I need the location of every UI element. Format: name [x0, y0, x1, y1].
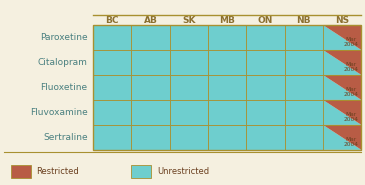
- Text: Paroxetine: Paroxetine: [40, 33, 88, 42]
- Bar: [246, 50, 285, 75]
- Polygon shape: [323, 100, 361, 125]
- Text: Fluvoxamine: Fluvoxamine: [30, 108, 88, 117]
- Text: ON: ON: [258, 16, 273, 25]
- Bar: [208, 125, 246, 150]
- Bar: [131, 125, 170, 150]
- Bar: [93, 100, 131, 125]
- Bar: [11, 165, 31, 178]
- Text: NB: NB: [297, 16, 311, 25]
- Bar: [93, 125, 131, 150]
- Bar: [208, 75, 246, 100]
- Bar: [93, 25, 131, 50]
- Text: NS: NS: [335, 16, 349, 25]
- Bar: [208, 50, 246, 75]
- Polygon shape: [323, 25, 361, 50]
- Text: Unrestricted: Unrestricted: [157, 167, 209, 176]
- Text: Mar
2004: Mar 2004: [343, 112, 358, 122]
- Bar: [131, 75, 170, 100]
- Bar: [246, 125, 285, 150]
- Text: Sertraline: Sertraline: [43, 133, 88, 142]
- Bar: [323, 100, 361, 125]
- Text: Citalopram: Citalopram: [38, 58, 88, 67]
- Polygon shape: [323, 125, 361, 150]
- Text: Mar
2004: Mar 2004: [343, 87, 358, 97]
- Text: Mar
2004: Mar 2004: [343, 62, 358, 72]
- Bar: [131, 50, 170, 75]
- Text: Mar
2004: Mar 2004: [343, 37, 358, 47]
- Bar: [170, 125, 208, 150]
- Bar: [323, 75, 361, 100]
- Text: Restricted: Restricted: [36, 167, 79, 176]
- Polygon shape: [323, 125, 361, 150]
- Bar: [285, 100, 323, 125]
- Bar: [170, 50, 208, 75]
- Text: SK: SK: [182, 16, 196, 25]
- Text: AB: AB: [143, 16, 158, 25]
- Bar: [323, 125, 361, 150]
- Bar: [323, 50, 361, 75]
- Bar: [93, 75, 131, 100]
- Bar: [93, 25, 361, 150]
- Bar: [285, 75, 323, 100]
- Bar: [323, 25, 361, 50]
- Bar: [131, 100, 170, 125]
- Polygon shape: [323, 25, 361, 50]
- Bar: [285, 50, 323, 75]
- Bar: [246, 75, 285, 100]
- Bar: [170, 75, 208, 100]
- Bar: [93, 50, 131, 75]
- Bar: [246, 100, 285, 125]
- Polygon shape: [323, 50, 361, 75]
- Bar: [208, 100, 246, 125]
- Text: Mar
2004: Mar 2004: [343, 137, 358, 147]
- Bar: [208, 25, 246, 50]
- Bar: [170, 25, 208, 50]
- Polygon shape: [323, 75, 361, 100]
- Bar: [285, 25, 323, 50]
- Text: Fluoxetine: Fluoxetine: [41, 83, 88, 92]
- Bar: [131, 165, 151, 178]
- Polygon shape: [323, 100, 361, 125]
- Bar: [246, 25, 285, 50]
- Polygon shape: [323, 50, 361, 75]
- Bar: [285, 125, 323, 150]
- Polygon shape: [323, 75, 361, 100]
- Bar: [131, 25, 170, 50]
- Bar: [170, 100, 208, 125]
- Text: BC: BC: [105, 16, 119, 25]
- Text: MB: MB: [219, 16, 235, 25]
